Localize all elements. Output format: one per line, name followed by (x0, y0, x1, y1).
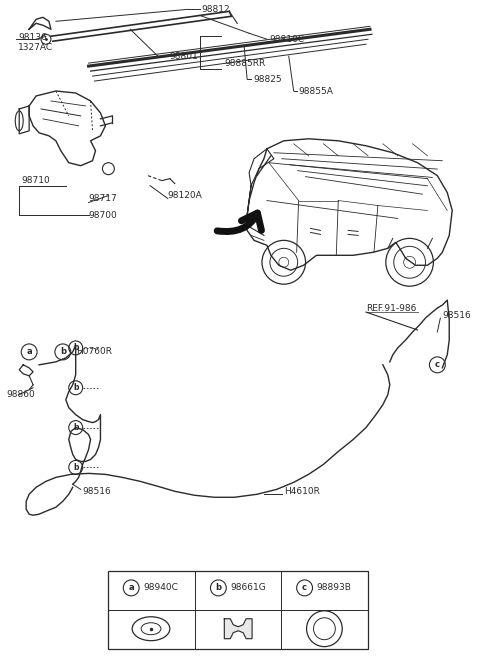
Text: a: a (26, 348, 32, 356)
FancyArrowPatch shape (217, 213, 262, 232)
Text: 98717: 98717 (89, 194, 117, 203)
Text: 98801: 98801 (170, 52, 199, 60)
Text: c: c (302, 583, 307, 592)
Text: b: b (73, 463, 78, 472)
Text: 98516: 98516 (442, 310, 471, 319)
Text: b: b (216, 583, 221, 592)
Text: a: a (128, 583, 134, 592)
Text: 98940C: 98940C (143, 583, 178, 592)
Text: 98710: 98710 (21, 176, 50, 185)
Text: 98120A: 98120A (168, 191, 203, 200)
Text: b: b (73, 383, 78, 392)
Text: 98516: 98516 (83, 487, 111, 496)
Text: H4610R: H4610R (284, 487, 320, 496)
Text: 98810C: 98810C (269, 35, 304, 44)
Text: 98893B: 98893B (316, 583, 351, 592)
Text: 98136: 98136 (18, 33, 47, 42)
Text: 98885RR: 98885RR (224, 58, 265, 68)
Text: 98661G: 98661G (230, 583, 266, 592)
Text: b: b (73, 343, 78, 352)
Text: 98812: 98812 (202, 5, 230, 14)
Text: 98700: 98700 (89, 211, 117, 220)
Text: 98855A: 98855A (299, 87, 334, 96)
Text: b: b (73, 423, 78, 432)
Polygon shape (224, 619, 252, 639)
Text: c: c (435, 360, 440, 369)
Text: 98825: 98825 (253, 75, 282, 83)
Text: 1327AC: 1327AC (18, 43, 53, 52)
Text: REF.91-986: REF.91-986 (366, 304, 416, 313)
Text: H0760R: H0760R (76, 348, 112, 356)
Text: 98860: 98860 (6, 390, 35, 400)
Text: b: b (60, 348, 66, 356)
